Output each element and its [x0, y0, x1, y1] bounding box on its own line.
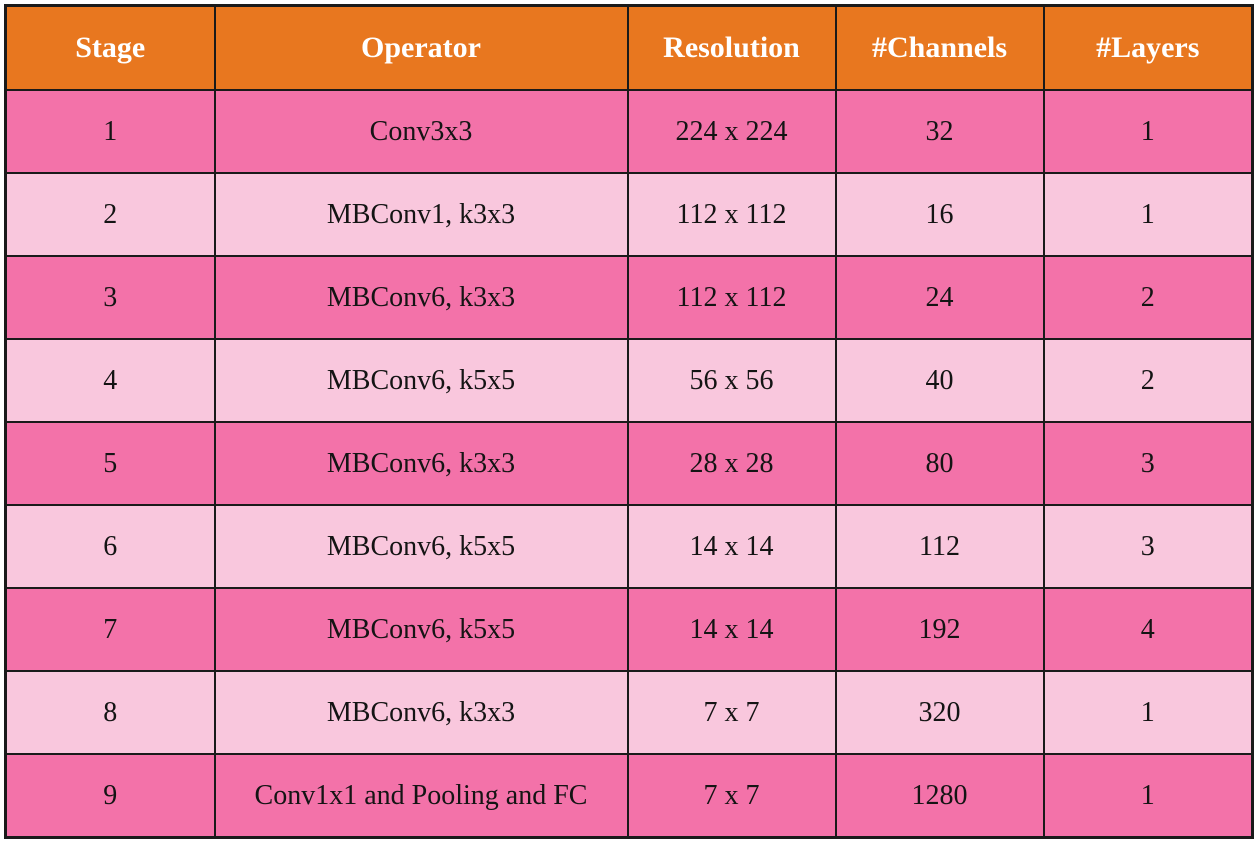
table-row-stage-1: 1 Conv3x3 224 x 224 32 1: [4, 89, 1254, 174]
table-row-stage-7: 7 MBConv6, k5x5 14 x 14 192 4: [4, 587, 1254, 672]
cell-resolution: 14 x 14: [626, 587, 837, 672]
cell-channels: 1280: [834, 753, 1045, 839]
column-header-resolution: Resolution: [626, 4, 837, 91]
cell-operator: MBConv6, k5x5: [213, 587, 629, 672]
table-header: Stage Operator Resolution #Channels #Lay…: [4, 4, 1254, 91]
cell-layers: 2: [1042, 255, 1254, 340]
cell-channels: 320: [834, 670, 1045, 755]
cell-layers: 2: [1042, 338, 1254, 423]
cell-layers: 4: [1042, 587, 1254, 672]
cell-stage: 5: [4, 421, 216, 506]
cell-layers: 3: [1042, 504, 1254, 589]
cell-operator: MBConv6, k3x3: [213, 670, 629, 755]
cell-channels: 16: [834, 172, 1045, 257]
cell-channels: 32: [834, 89, 1045, 174]
cell-resolution: 112 x 112: [626, 255, 837, 340]
column-header-channels: #Channels: [834, 4, 1045, 91]
cell-stage: 8: [4, 670, 216, 755]
table-row-stage-8: 8 MBConv6, k3x3 7 x 7 320 1: [4, 670, 1254, 755]
cell-channels: 40: [834, 338, 1045, 423]
cell-layers: 1: [1042, 753, 1254, 839]
cell-operator: Conv3x3: [213, 89, 629, 174]
column-header-layers: #Layers: [1042, 4, 1254, 91]
cell-stage: 2: [4, 172, 216, 257]
cell-operator: MBConv1, k3x3: [213, 172, 629, 257]
table-row-stage-6: 6 MBConv6, k5x5 14 x 14 112 3: [4, 504, 1254, 589]
cell-stage: 3: [4, 255, 216, 340]
table-row-stage-5: 5 MBConv6, k3x3 28 x 28 80 3: [4, 421, 1254, 506]
cell-stage: 6: [4, 504, 216, 589]
cell-channels: 192: [834, 587, 1045, 672]
cell-channels: 112: [834, 504, 1045, 589]
table-row-stage-3: 3 MBConv6, k3x3 112 x 112 24 2: [4, 255, 1254, 340]
architecture-table: Stage Operator Resolution #Channels #Lay…: [4, 4, 1254, 839]
cell-operator: MBConv6, k3x3: [213, 421, 629, 506]
table-body: 1 Conv3x3 224 x 224 32 1 2 MBConv1, k3x3…: [4, 89, 1254, 839]
cell-resolution: 112 x 112: [626, 172, 837, 257]
cell-stage: 9: [4, 753, 216, 839]
table-row-stage-2: 2 MBConv1, k3x3 112 x 112 16 1: [4, 172, 1254, 257]
cell-resolution: 7 x 7: [626, 753, 837, 839]
cell-layers: 1: [1042, 89, 1254, 174]
cell-stage: 1: [4, 89, 216, 174]
cell-resolution: 56 x 56: [626, 338, 837, 423]
cell-operator: Conv1x1 and Pooling and FC: [213, 753, 629, 839]
cell-layers: 1: [1042, 670, 1254, 755]
table-row-stage-9: 9 Conv1x1 and Pooling and FC 7 x 7 1280 …: [4, 753, 1254, 839]
cell-operator: MBConv6, k3x3: [213, 255, 629, 340]
cell-channels: 24: [834, 255, 1045, 340]
header-row: Stage Operator Resolution #Channels #Lay…: [4, 4, 1254, 91]
column-header-stage: Stage: [4, 4, 216, 91]
cell-operator: MBConv6, k5x5: [213, 504, 629, 589]
cell-operator: MBConv6, k5x5: [213, 338, 629, 423]
cell-resolution: 28 x 28: [626, 421, 837, 506]
column-header-operator: Operator: [213, 4, 629, 91]
cell-channels: 80: [834, 421, 1045, 506]
cell-resolution: 7 x 7: [626, 670, 837, 755]
table-row-stage-4: 4 MBConv6, k5x5 56 x 56 40 2: [4, 338, 1254, 423]
cell-resolution: 14 x 14: [626, 504, 837, 589]
cell-layers: 1: [1042, 172, 1254, 257]
cell-stage: 7: [4, 587, 216, 672]
cell-layers: 3: [1042, 421, 1254, 506]
cell-stage: 4: [4, 338, 216, 423]
cell-resolution: 224 x 224: [626, 89, 837, 174]
